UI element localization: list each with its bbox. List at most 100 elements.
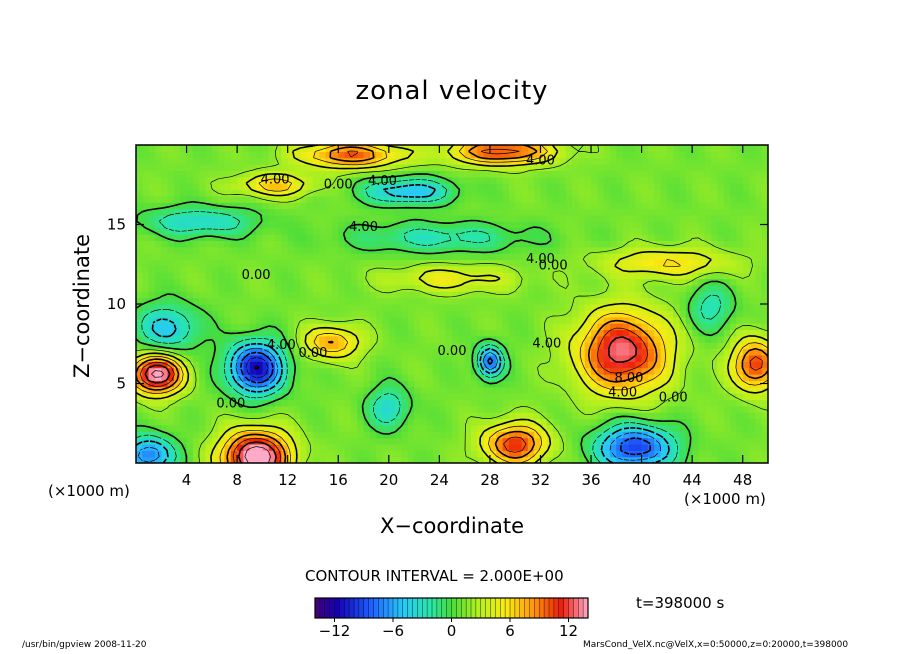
heatmap-cell bbox=[515, 361, 523, 369]
heatmap-cell bbox=[654, 202, 662, 210]
heatmap-cell bbox=[173, 456, 181, 463]
heatmap-cell bbox=[666, 246, 674, 254]
heatmap-cell bbox=[736, 310, 744, 318]
heatmap-cell bbox=[414, 443, 421, 451]
heatmap-cell bbox=[622, 278, 630, 286]
heatmap-cell bbox=[376, 367, 384, 375]
heatmap-cell bbox=[388, 145, 396, 152]
heatmap-cell bbox=[591, 412, 598, 420]
heatmap-cell bbox=[154, 183, 162, 191]
heatmap-cell bbox=[692, 386, 700, 394]
heatmap-cell bbox=[654, 265, 662, 273]
heatmap-cell bbox=[685, 424, 693, 432]
heatmap-cell bbox=[205, 284, 213, 292]
heatmap-cell bbox=[275, 405, 282, 413]
heatmap-cell bbox=[666, 456, 674, 463]
heatmap-cell bbox=[483, 456, 491, 463]
heatmap-cell bbox=[363, 367, 371, 375]
heatmap-cell bbox=[275, 329, 282, 337]
heatmap-cell bbox=[698, 240, 706, 248]
heatmap-cell bbox=[350, 373, 358, 381]
heatmap-cell bbox=[338, 424, 346, 432]
heatmap-cell bbox=[559, 424, 567, 432]
heatmap-cell bbox=[584, 189, 592, 197]
heatmap-cell bbox=[249, 151, 257, 159]
heatmap-cell bbox=[192, 412, 200, 420]
heatmap-cell bbox=[237, 380, 245, 388]
heatmap-cell bbox=[647, 253, 655, 261]
heatmap-cell bbox=[755, 348, 763, 356]
heatmap-cell bbox=[496, 164, 504, 172]
heatmap-cell bbox=[723, 393, 731, 400]
heatmap-cell bbox=[281, 183, 289, 191]
heatmap-cell bbox=[420, 176, 428, 184]
heatmap-cell bbox=[730, 259, 737, 267]
heatmap-cell bbox=[610, 265, 617, 273]
heatmap-cell bbox=[420, 259, 428, 267]
heatmap-cell bbox=[704, 291, 712, 299]
heatmap-cell bbox=[426, 431, 434, 439]
heatmap-cell bbox=[180, 354, 188, 362]
heatmap-cell bbox=[673, 189, 681, 197]
heatmap-cell bbox=[723, 189, 731, 197]
heatmap-cell bbox=[300, 195, 308, 203]
heatmap-cell bbox=[433, 418, 440, 426]
heatmap-cell bbox=[218, 329, 226, 337]
heatmap-cell bbox=[521, 373, 529, 381]
heatmap-cell bbox=[230, 323, 238, 331]
heatmap-cell bbox=[622, 265, 630, 273]
heatmap-cell bbox=[395, 284, 403, 292]
heatmap-cell bbox=[281, 316, 289, 324]
heatmap-cell bbox=[483, 437, 491, 445]
heatmap-cell bbox=[382, 176, 390, 184]
heatmap-cell bbox=[401, 348, 409, 356]
heatmap-cell bbox=[325, 189, 333, 197]
heatmap-cell bbox=[401, 424, 409, 432]
heatmap-cell bbox=[502, 272, 510, 280]
heatmap-cell bbox=[628, 335, 636, 343]
heatmap-cell bbox=[426, 246, 434, 254]
heatmap-cell bbox=[331, 310, 339, 318]
heatmap-cell bbox=[205, 221, 213, 229]
heatmap-cell bbox=[306, 272, 314, 280]
heatmap-cell bbox=[249, 253, 257, 261]
heatmap-cell bbox=[319, 412, 327, 420]
heatmap-cell bbox=[338, 253, 346, 261]
heatmap-cell bbox=[673, 405, 681, 413]
heatmap-cell bbox=[420, 221, 428, 229]
heatmap-cell bbox=[553, 259, 561, 267]
heatmap-cell bbox=[167, 189, 175, 197]
heatmap-cell bbox=[572, 151, 579, 159]
heatmap-cell bbox=[180, 157, 188, 165]
heatmap-cell bbox=[357, 259, 365, 267]
heatmap-cell bbox=[433, 335, 440, 343]
heatmap-cell bbox=[205, 443, 213, 451]
heatmap-cell bbox=[319, 304, 327, 311]
heatmap-cell bbox=[319, 373, 327, 381]
heatmap-cell bbox=[357, 450, 365, 458]
heatmap-cell bbox=[698, 424, 706, 432]
heatmap-cell bbox=[249, 412, 257, 420]
heatmap-cell bbox=[572, 443, 579, 451]
heatmap-cell bbox=[458, 373, 466, 381]
heatmap-cell bbox=[243, 291, 251, 299]
heatmap-cell bbox=[426, 424, 434, 432]
heatmap-cell bbox=[654, 316, 662, 324]
heatmap-cell bbox=[287, 240, 295, 248]
heatmap-cell bbox=[230, 399, 238, 407]
heatmap-cell bbox=[698, 246, 706, 254]
heatmap-cell bbox=[287, 195, 295, 203]
heatmap-cell bbox=[685, 240, 693, 248]
heatmap-cell bbox=[521, 157, 529, 165]
heatmap-cell bbox=[483, 297, 491, 305]
heatmap-cell bbox=[553, 329, 561, 337]
heatmap-cell bbox=[565, 412, 573, 420]
heatmap-cell bbox=[565, 227, 573, 235]
heatmap-cell bbox=[136, 437, 143, 445]
heatmap-cell bbox=[325, 234, 333, 241]
heatmap-cell bbox=[692, 176, 700, 184]
heatmap-cell bbox=[489, 227, 497, 235]
heatmap-cell bbox=[173, 297, 181, 305]
heatmap-cell bbox=[704, 361, 712, 369]
heatmap-cell bbox=[344, 297, 352, 305]
